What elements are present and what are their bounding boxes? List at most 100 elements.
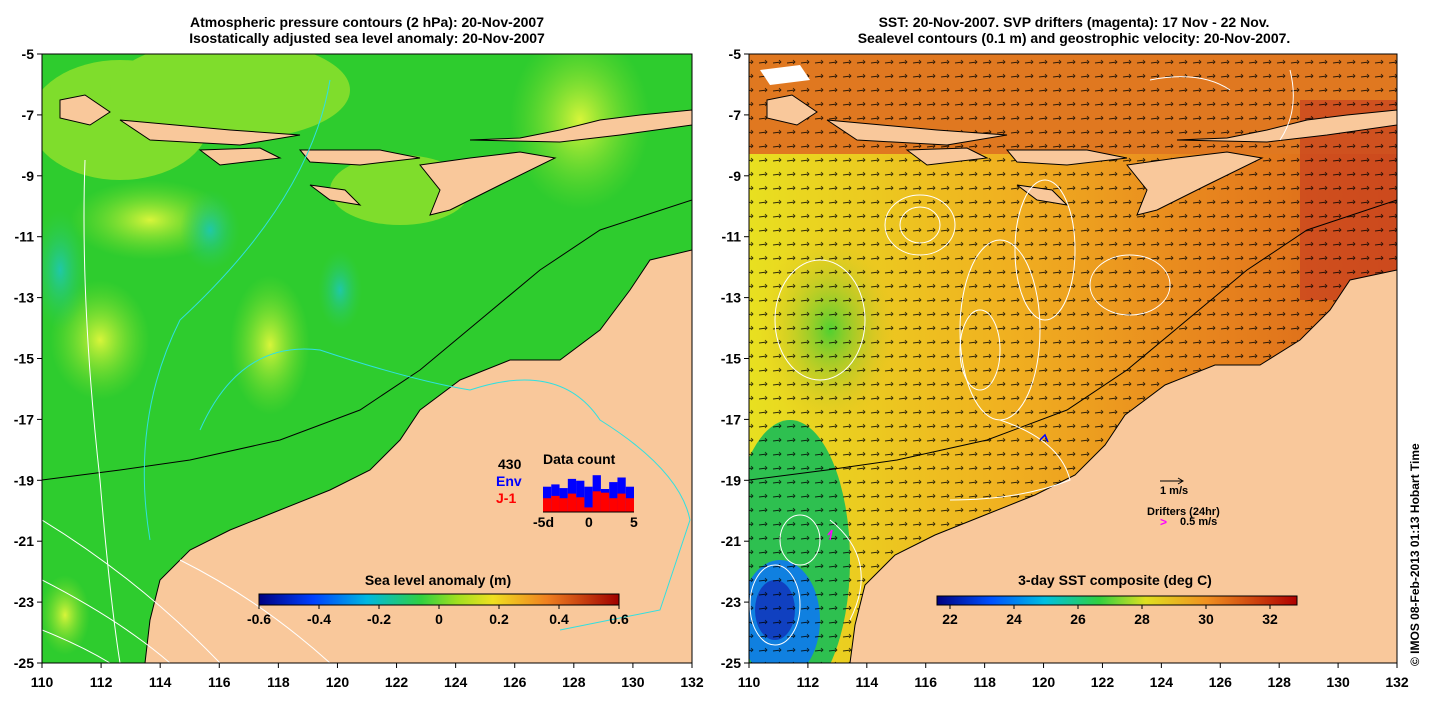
sst-colorbar-label: 3-day SST composite (deg C)	[1018, 572, 1212, 588]
right-ytick-label: -23	[721, 594, 741, 610]
sst-colorbar-tick-label: 22	[942, 611, 958, 627]
sst-colorbar-tick-label: 28	[1134, 611, 1150, 627]
right-xtick-label: 132	[1385, 674, 1409, 690]
sla-colorbar-tick-label: 0.6	[609, 611, 629, 627]
sla-colorbar-tick-label: 0.2	[489, 611, 509, 627]
left-xtick-label: 114	[149, 674, 172, 690]
left-ytick-label: -11	[15, 229, 35, 245]
drifters-arrow-icon: >	[1160, 515, 1167, 529]
right-title-line2: Sealevel contours (0.1 m) and geostrophi…	[857, 30, 1291, 46]
right-title: SST: 20-Nov-2007. SVP drifters (magenta)…	[749, 14, 1399, 46]
right-xtick-label: 110	[738, 674, 761, 690]
data-count-xtick-end: 5	[630, 514, 638, 530]
data-count-j1-bar	[592, 491, 601, 512]
sla-colorbar-label: Sea level anomaly (m)	[365, 572, 511, 588]
right-y-axis: -5 -7 -9 -11 -13 -15 -17 -19 -21 -23 -25	[721, 46, 749, 671]
data-count-j1-bar	[576, 497, 585, 512]
right-ytick-label: -25	[721, 655, 741, 671]
left-ytick-label: -17	[14, 411, 34, 427]
right-map-field	[749, 54, 1397, 663]
sst-colorbar-tick-label: 26	[1070, 611, 1086, 627]
left-y-axis: -5 -7 -9 -11 -13 -15 -17 -19 -21 -23 -25	[14, 46, 42, 671]
data-count-j1-bar	[600, 492, 610, 512]
left-ytick-label: -5	[22, 46, 35, 62]
right-xtick-label: 118	[973, 674, 996, 690]
right-ytick-label: -11	[722, 229, 742, 245]
left-xtick-label: 120	[326, 674, 350, 690]
left-xtick-label: 132	[680, 674, 704, 690]
left-xtick-label: 116	[208, 674, 231, 690]
data-count-j1-bar	[543, 498, 552, 512]
right-ytick-label: -19	[721, 472, 741, 488]
data-count-j1-bar	[617, 493, 626, 512]
left-xtick-label: 110	[31, 674, 54, 690]
left-xtick-label: 118	[267, 674, 290, 690]
right-ytick-label: -13	[721, 290, 741, 306]
data-count-j1-bar	[625, 498, 634, 512]
data-count-inset: 430 Env J-1 Data count -5d 0 5	[496, 451, 638, 530]
right-ytick-label: -5	[729, 46, 742, 62]
right-xtick-label: 120	[1032, 674, 1056, 690]
drifters-label: Drifters (24hr)	[1147, 506, 1220, 518]
data-count-bars	[543, 475, 634, 512]
left-x-axis: 110 112 114 116 118 120 122 124 126 128 130 132	[31, 663, 704, 690]
drifters-scale-label: 0.5 m/s	[1180, 516, 1217, 528]
left-xtick-label: 112	[90, 674, 113, 690]
left-ytick-label: -15	[14, 351, 34, 367]
sla-colorbar-tick-label: -0.4	[307, 611, 331, 627]
right-xtick-label: 122	[1091, 674, 1115, 690]
sla-colorbar-tick-label: 0.4	[549, 611, 569, 627]
sla-colorbar: Sea level anomaly (m) -0.6 -0.4 -0.2 0 0.2 0.…	[247, 572, 629, 627]
data-count-xtick-start: -5d	[533, 514, 554, 530]
credit-caption: © IMOS 08-Feb-2013 01:13 Hobart Time	[1408, 443, 1422, 666]
right-ytick-label: -7	[729, 107, 742, 123]
data-count-j1-bar	[559, 498, 568, 512]
velocity-legend: 1 m/s Drifters (24hr) > 0.5 m/s	[1147, 477, 1220, 529]
left-title-line2: Isostatically adjusted sea level anomaly…	[189, 30, 545, 46]
right-ytick-label: -9	[729, 168, 742, 184]
right-xtick-label: 116	[914, 674, 937, 690]
left-ytick-label: -25	[14, 655, 34, 671]
left-ytick-label: -9	[22, 168, 35, 184]
left-ytick-label: -7	[22, 107, 35, 123]
data-count-env-bar	[576, 480, 585, 512]
left-ytick-label: -19	[14, 472, 34, 488]
right-xtick-label: 128	[1268, 674, 1292, 690]
left-xtick-label: 130	[621, 674, 645, 690]
data-count-env-bar	[584, 486, 593, 512]
right-xtick-label: 114	[856, 674, 879, 690]
right-ytick-label: -21	[721, 533, 741, 549]
data-count-j1-label: J-1	[496, 490, 516, 506]
sst-colorbar: 3-day SST composite (deg C) 22 24 26 28 30 32	[936, 572, 1298, 627]
sla-colorbar-tick-label: -0.6	[247, 611, 271, 627]
left-title: Atmospheric pressure contours (2 hPa): 2…	[42, 14, 692, 46]
right-ytick-label: -15	[721, 351, 741, 367]
data-count-title: Data count	[543, 451, 616, 467]
right-map-panel: -5 -7 -9 -11 -13 -15 -17 -19 -21 -23 -25 110 112 114…	[721, 46, 1409, 690]
sst-colorbar-tick-label: 32	[1262, 611, 1278, 627]
sst-colorbar-tick-label: 24	[1006, 611, 1022, 627]
left-map-panel: -5 -7 -9 -11 -13 -15 -17 -19 -21 -23 -25 110 112 114…	[14, 46, 704, 690]
sst-colorbar-tick-label: 30	[1198, 611, 1214, 627]
right-title-line1: SST: 20-Nov-2007. SVP drifters (magenta)…	[878, 14, 1270, 30]
right-xtick-label: 112	[797, 674, 820, 690]
right-xtick-label: 130	[1326, 674, 1350, 690]
left-ytick-label: -13	[14, 290, 34, 306]
data-count-env-bar	[609, 482, 618, 512]
velocity-scale-label: 1 m/s	[1160, 485, 1188, 497]
data-count-total: 430	[498, 456, 522, 472]
left-map-field	[42, 54, 692, 663]
right-ytick-label: -17	[721, 411, 741, 427]
left-ytick-label: -23	[14, 594, 34, 610]
sla-colorbar-tick-label: 0	[435, 611, 443, 627]
data-count-j1-bar	[567, 493, 577, 512]
data-count-j1-bar	[584, 507, 593, 512]
data-count-xtick-mid: 0	[585, 514, 593, 530]
data-count-env-label: Env	[496, 473, 522, 489]
right-xtick-label: 126	[1209, 674, 1233, 690]
right-xtick-label: 124	[1150, 674, 1174, 690]
left-ytick-label: -21	[14, 533, 34, 549]
left-xtick-label: 126	[503, 674, 527, 690]
data-count-j1-bar	[551, 495, 560, 512]
left-xtick-label: 124	[444, 674, 468, 690]
